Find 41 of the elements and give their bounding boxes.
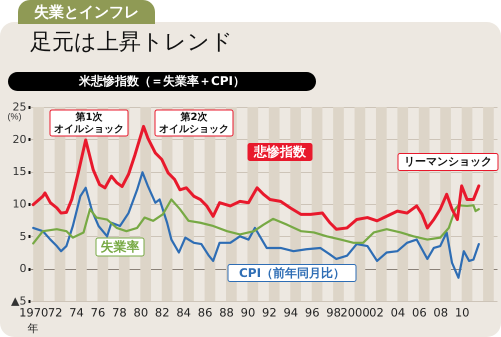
annotation: 第1次オイルショック [54,111,124,135]
x-tick-label: 80 [134,306,148,320]
x-tick-label: 82 [154,306,170,320]
chart-subtitle: 米悲惨指数（＝失業率＋CPI） [8,72,316,91]
y-axis-title: (%) [8,112,22,122]
text: 年 [28,322,39,335]
annotation: リーマンショック [404,155,492,168]
x-tick-label: 84 [176,306,191,320]
y-tick-label: ▲5 [11,294,26,308]
text: 悲惨指数 [253,144,307,160]
x-tick-label: 88 [219,306,234,320]
y-tick-label: 15 [12,165,26,178]
annotation: 第2次オイルショック [159,111,229,135]
x-tick-label: 98 [326,306,341,320]
y-tick-label: 10 [12,198,26,210]
text: 失業とインフレ [18,0,155,24]
y-tick-label: 0 [20,262,26,276]
chart-title: 足元は上昇トレンド [30,29,233,57]
x-tick-label: 92 [262,306,277,320]
x-tick-label: 78 [112,306,127,320]
x-tick-label: 02 [369,306,384,320]
x-tick-label: 96 [304,306,320,320]
series-label: 失業率 [100,239,140,255]
x-tick-label: 2000 [340,306,370,320]
series-label: CPI（前年同月比） [238,266,346,280]
x-tick-label: 90 [240,306,256,320]
x-tick-label: 06 [412,306,427,320]
x-tick-label: 94 [283,306,298,320]
y-tick-label: 25 [12,100,26,114]
x-tick-label: 74 [69,306,84,320]
y-tick-label: 20 [12,132,26,146]
x-tick-label: 04 [390,306,406,320]
x-tick-label: 10 [454,306,470,320]
x-tick-label: 86 [198,306,212,320]
x-tick-label: 1970 [19,306,48,320]
y-tick-label: 5 [20,230,26,243]
x-tick-label: 76 [90,306,106,320]
line-series [32,171,480,279]
x-tick-label: 72 [48,306,62,320]
line-series [32,124,480,231]
x-tick-label: 08 [433,306,448,320]
